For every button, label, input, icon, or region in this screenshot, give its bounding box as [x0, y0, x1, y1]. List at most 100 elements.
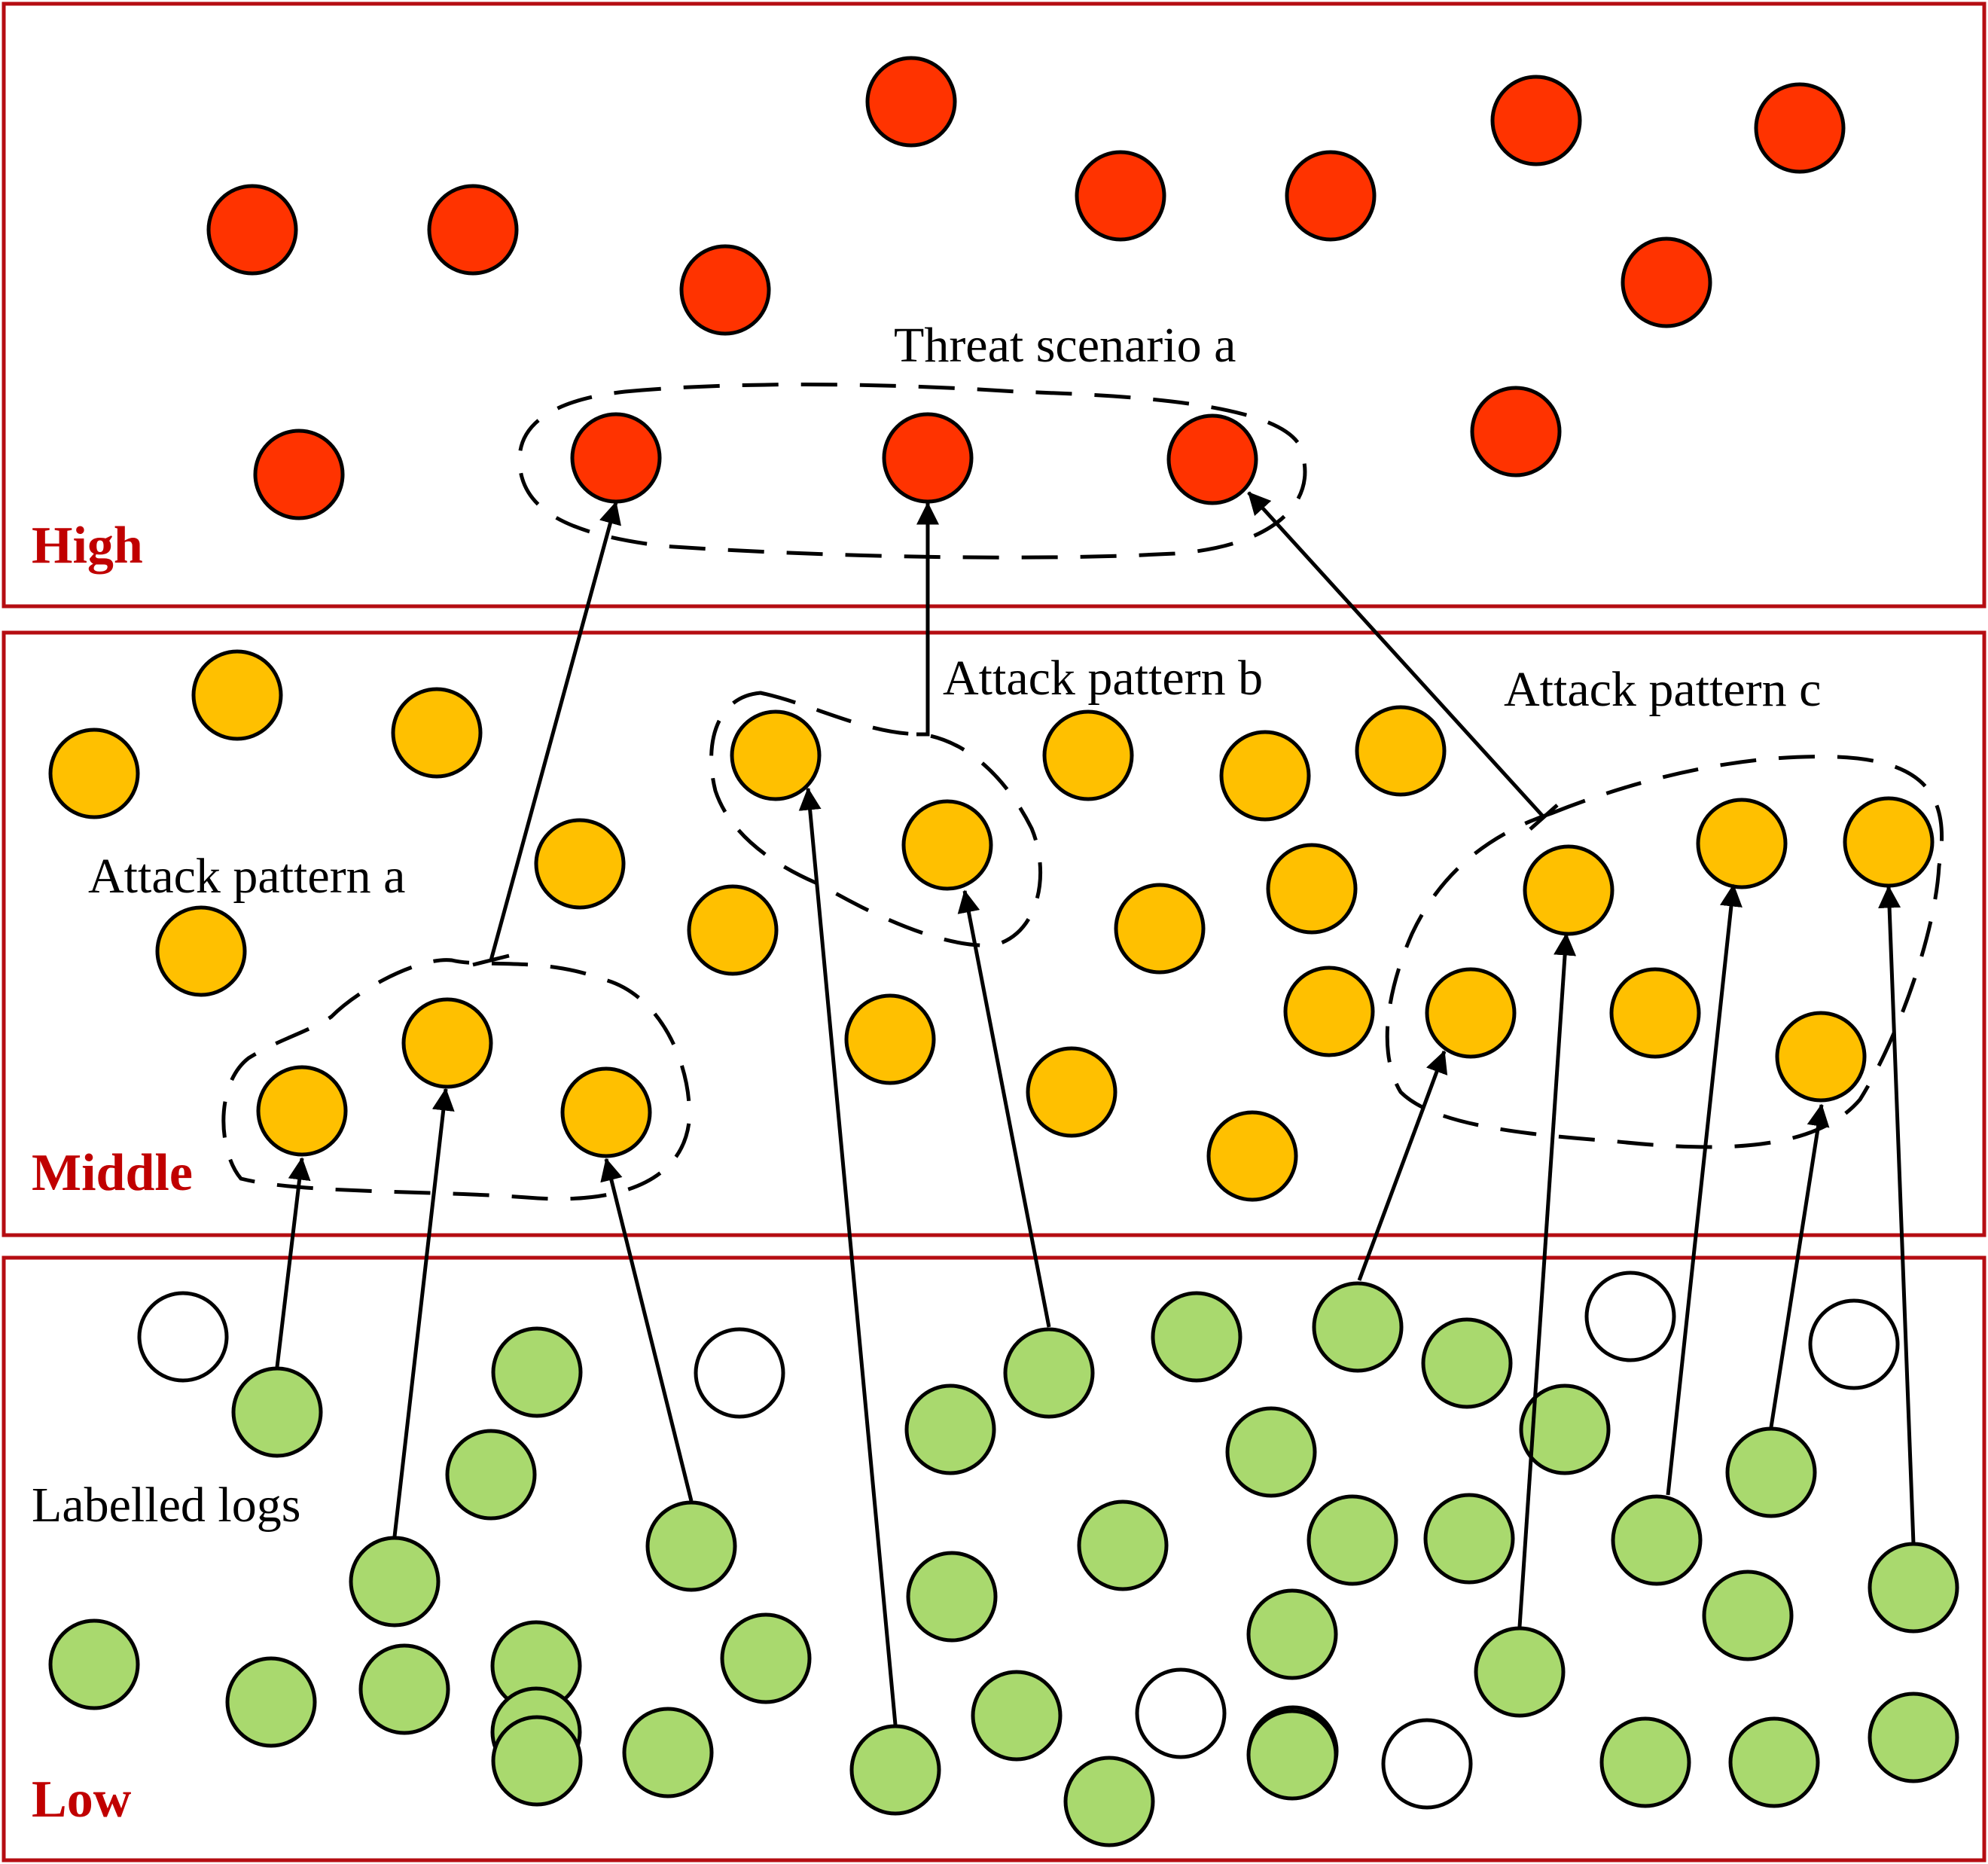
low-node-9 — [904, 1384, 996, 1475]
unlabelled-node-5 — [1135, 1667, 1227, 1759]
low-node-20 — [349, 1536, 441, 1628]
unlabelled-node-2 — [694, 1327, 785, 1419]
threat-scenario-a-outline — [517, 383, 1307, 560]
attack-pattern-c-label: Attack pattern c — [1504, 662, 1821, 717]
layer-label-high: High — [32, 517, 143, 575]
attack-pattern-b-label: Attack pattern b — [943, 651, 1263, 706]
labelled-logs-label: Labelled logs — [32, 1478, 300, 1533]
low-node-25 — [48, 1618, 140, 1710]
unlabelled-node-1 — [137, 1291, 229, 1383]
low-node-26 — [225, 1656, 317, 1748]
middle-node-5 — [1042, 709, 1134, 801]
low-layer-box — [2, 1255, 1986, 1862]
low-node-34 — [1868, 1692, 1959, 1783]
attack-pattern-a-label: Attack pattern a — [88, 849, 405, 904]
high-node-3 — [427, 184, 519, 276]
middle-node-17 — [1206, 1110, 1298, 1202]
middle-node-21 — [1696, 798, 1788, 889]
low-node-10 — [1225, 1406, 1317, 1498]
high-node-12 — [882, 412, 974, 504]
arrow-low-to-mid-6 — [1357, 1050, 1448, 1281]
middle-node-12 — [155, 905, 247, 997]
low-node-33 — [1728, 1716, 1820, 1808]
middle-node-19 — [1609, 967, 1701, 1059]
middle-node-6 — [1219, 730, 1311, 822]
low-node-7 — [1312, 1281, 1404, 1373]
low-node-19 — [1868, 1542, 1959, 1634]
high-node-10 — [253, 429, 345, 520]
low-node-38 — [1063, 1756, 1155, 1847]
low-node-36 — [622, 1707, 714, 1798]
high-node-4 — [679, 244, 771, 336]
high-node-1 — [865, 56, 957, 148]
middle-node-7 — [1355, 705, 1447, 797]
arrow-low-to-mid-8 — [1666, 883, 1743, 1496]
arrow-low-to-mid-3 — [600, 1158, 694, 1502]
middle-node-26 — [560, 1066, 652, 1158]
high-node-2 — [206, 184, 298, 276]
high-node-6 — [1285, 150, 1377, 242]
low-node-3 — [445, 1429, 537, 1521]
layer-label-low: Low — [32, 1771, 132, 1829]
low-node-29 — [971, 1670, 1063, 1762]
middle-layer-box — [2, 630, 1986, 1237]
low-node-13 — [1077, 1499, 1169, 1591]
low-node-2 — [491, 1326, 583, 1418]
low-node-15 — [1423, 1493, 1515, 1585]
unlabelled-node-6 — [1381, 1718, 1473, 1810]
high-node-13 — [1166, 413, 1258, 505]
low-node-1 — [231, 1366, 323, 1458]
middle-node-14 — [1283, 966, 1375, 1057]
middle-node-1 — [191, 649, 283, 741]
middle-node-15 — [844, 993, 936, 1085]
low-node-24 — [1474, 1626, 1566, 1718]
low-node-27 — [358, 1643, 450, 1735]
high-node-5 — [1075, 150, 1166, 242]
middle-node-11 — [1266, 843, 1358, 935]
low-node-16 — [1611, 1494, 1703, 1586]
arrow-pattern-a-to-threat — [489, 501, 621, 961]
low-node-12 — [906, 1551, 998, 1643]
low-node-17 — [1725, 1426, 1817, 1518]
middle-node-22 — [1843, 796, 1935, 888]
low-node-37 — [849, 1724, 941, 1816]
low-node-18 — [1702, 1570, 1794, 1661]
middle-node-16 — [1026, 1046, 1117, 1138]
low-node-32 — [1599, 1716, 1691, 1808]
nodes — [48, 56, 1959, 1847]
high-node-7 — [1490, 75, 1582, 166]
low-node-5 — [1003, 1327, 1095, 1419]
middle-node-9 — [901, 799, 993, 891]
middle-node-2 — [391, 687, 483, 779]
attack-pattern-a-outline — [221, 958, 691, 1201]
high-node-8 — [1754, 82, 1846, 174]
t-bar-pattern-c — [1529, 804, 1559, 831]
high-node-11 — [570, 412, 662, 504]
arrow-low-to-mid-1 — [275, 1157, 311, 1368]
low-node-23 — [1246, 1588, 1338, 1680]
middle-node-8 — [730, 709, 822, 801]
low-node-4 — [645, 1500, 737, 1592]
arrow-low-to-mid-2 — [392, 1088, 455, 1537]
middle-node-23 — [1775, 1011, 1867, 1103]
low-node-14 — [1307, 1494, 1398, 1586]
arrow-low-to-mid-4 — [798, 787, 898, 1725]
middle-node-4 — [534, 818, 626, 910]
middle-node-25 — [401, 997, 493, 1089]
unlabelled-node-4 — [1808, 1298, 1900, 1390]
low-node-35 — [491, 1715, 583, 1807]
low-node-11 — [1519, 1384, 1611, 1475]
high-node-9 — [1621, 236, 1712, 328]
arrow-low-to-mid-7 — [1517, 932, 1577, 1628]
low-node-31 — [1246, 1709, 1338, 1801]
arrow-pattern-b-to-threat — [916, 502, 939, 737]
middle-node-10 — [687, 884, 779, 976]
middle-node-18 — [1425, 967, 1517, 1059]
attack-pattern-c-outline — [1385, 755, 1944, 1149]
arrow-pattern-c-to-threat — [1247, 491, 1545, 819]
unlabelled-node-3 — [1584, 1271, 1676, 1362]
low-node-6 — [1151, 1291, 1242, 1383]
layer-label-middle: Middle — [32, 1144, 193, 1202]
arrow-low-to-mid-9 — [1769, 1103, 1830, 1428]
